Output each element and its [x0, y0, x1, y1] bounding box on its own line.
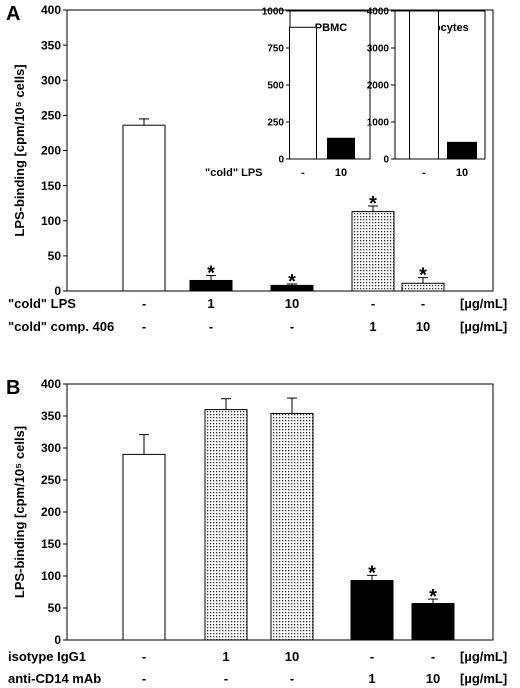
- condition-value: 1: [369, 319, 376, 334]
- significance-marker: *: [207, 263, 215, 285]
- bar: [122, 124, 166, 292]
- condition-value: -: [142, 649, 146, 664]
- y-tick-label: 250: [41, 109, 61, 123]
- y-tick-label: 4000: [367, 7, 390, 18]
- significance-marker: *: [369, 193, 377, 215]
- y-tick-label: 150: [41, 179, 61, 193]
- y-tick-label: 2000: [367, 81, 390, 92]
- y-tick-label: 300: [41, 441, 61, 455]
- y-tick-label: 100: [41, 214, 61, 228]
- significance-marker: *: [419, 265, 427, 287]
- condition-value: -: [142, 319, 146, 334]
- y-tick-label: 400: [41, 3, 61, 17]
- bar: [409, 10, 439, 160]
- condition-row-label: "cold" LPS: [205, 167, 263, 179]
- significance-marker: *: [288, 271, 296, 293]
- y-tick-label: 1000: [367, 118, 390, 129]
- condition-value: -: [421, 296, 425, 311]
- condition-value: 10: [285, 649, 299, 664]
- y-tick-label: 100: [41, 569, 61, 583]
- y-tick-label: 400: [41, 377, 61, 391]
- bar: [122, 453, 166, 641]
- condition-value: -: [422, 167, 426, 179]
- condition-unit: [µg/mL]: [460, 671, 507, 686]
- condition-row-label: anti-CD14 mAb: [8, 671, 101, 686]
- y-tick-label: 0: [383, 155, 389, 166]
- panel-label: A: [6, 3, 20, 25]
- y-tick-label: 350: [41, 38, 61, 52]
- condition-value: 1: [368, 671, 375, 686]
- y-tick-label: 350: [41, 409, 61, 423]
- condition-row-label: "cold" LPS: [8, 296, 76, 311]
- y-tick-label: 200: [41, 505, 61, 519]
- condition-value: -: [224, 671, 228, 686]
- condition-value: -: [290, 671, 294, 686]
- condition-unit: [µg/mL]: [460, 296, 507, 311]
- y-tick-label: 250: [267, 118, 284, 129]
- y-axis-label: LPS-binding [cpm/10⁵ cells]: [12, 64, 27, 236]
- condition-unit: [µg/mL]: [460, 319, 507, 334]
- bar: [411, 603, 455, 641]
- y-tick-label: 50: [48, 601, 62, 615]
- condition-unit: [µg/mL]: [460, 649, 507, 664]
- condition-value: -: [301, 167, 305, 179]
- condition-value: -: [371, 296, 375, 311]
- bar: [270, 412, 314, 641]
- condition-value: 10: [416, 319, 430, 334]
- condition-value: -: [370, 649, 374, 664]
- condition-value: -: [142, 296, 146, 311]
- condition-value: -: [431, 649, 435, 664]
- y-tick-label: 0: [54, 633, 61, 647]
- bar: [204, 409, 248, 641]
- condition-value: 10: [285, 296, 299, 311]
- significance-marker: *: [368, 562, 376, 584]
- y-tick-label: 750: [267, 44, 284, 55]
- y-tick-label: 0: [278, 155, 284, 166]
- y-tick-label: 0: [54, 284, 61, 298]
- inset-title: PBMC: [315, 22, 347, 34]
- condition-value: 10: [335, 167, 347, 179]
- condition-value: 1: [207, 296, 214, 311]
- condition-row-label: "cold" comp. 406: [8, 319, 114, 334]
- condition-value: -: [142, 671, 146, 686]
- y-tick-label: 250: [41, 473, 61, 487]
- condition-value: -: [290, 319, 294, 334]
- y-tick-label: 150: [41, 537, 61, 551]
- y-axis-label: LPS-binding [cpm/10⁵ cells]: [12, 426, 27, 598]
- condition-value: 10: [456, 167, 468, 179]
- y-tick-label: 3000: [367, 44, 390, 55]
- panel-label: B: [6, 377, 20, 399]
- condition-value: 1: [222, 649, 229, 664]
- bar: [289, 26, 317, 160]
- bar: [447, 141, 477, 160]
- condition-row-label: isotype IgG1: [8, 649, 86, 664]
- condition-value: 10: [426, 671, 440, 686]
- y-tick-label: 1000: [262, 7, 285, 18]
- y-tick-label: 500: [267, 81, 284, 92]
- y-tick-label: 300: [41, 73, 61, 87]
- condition-value: -: [209, 319, 213, 334]
- y-tick-label: 200: [41, 144, 61, 158]
- significance-marker: *: [429, 586, 437, 608]
- bar: [350, 579, 394, 641]
- bar: [351, 211, 395, 292]
- y-tick-label: 50: [48, 249, 62, 263]
- bar: [327, 137, 355, 160]
